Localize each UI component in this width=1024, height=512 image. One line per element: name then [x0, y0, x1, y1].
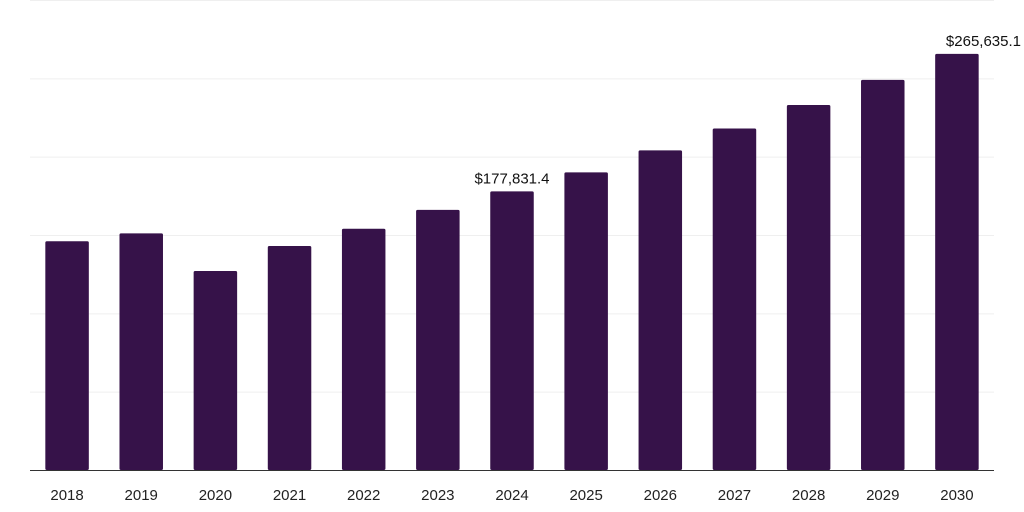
bar-2020 [193, 271, 238, 470]
x-tick-label-2026: 2026 [644, 487, 677, 504]
x-tick-label-2023: 2023 [421, 487, 454, 504]
bar-2026 [638, 150, 683, 470]
x-tick-label-2024: 2024 [495, 487, 528, 504]
bar-2018 [45, 241, 89, 470]
x-tick-label-2030: 2030 [940, 487, 973, 504]
x-tick-label-2025: 2025 [569, 487, 602, 504]
x-tick-label-2027: 2027 [718, 487, 751, 504]
bar-2024 [490, 191, 534, 471]
data-label-2030: $265,635.1 [946, 33, 1021, 50]
data-labels: $177,831.4 $265,635.1 [474, 33, 1021, 188]
bar-2030 [935, 53, 979, 470]
bar-2028 [786, 104, 831, 470]
x-tick-label-2022: 2022 [347, 487, 380, 504]
bar-2021 [267, 245, 312, 470]
x-tick-label-2019: 2019 [125, 487, 158, 504]
bar-2019 [119, 233, 163, 470]
x-tick-label-2028: 2028 [792, 487, 825, 504]
bar-2023 [416, 209, 460, 470]
bar-2027 [712, 128, 757, 470]
bar-2025 [564, 172, 608, 471]
bar-2029 [861, 79, 905, 471]
x-tick-label-2020: 2020 [199, 487, 232, 504]
bars [45, 53, 979, 471]
x-tick-label-2018: 2018 [50, 487, 83, 504]
x-tick-label-2021: 2021 [273, 487, 306, 504]
x-tick-labels: 2018 2019 2020 2021 2022 2023 2024 2025 2026 2027… [50, 487, 973, 504]
x-tick-label-2029: 2029 [866, 487, 899, 504]
bar-2022 [341, 228, 386, 470]
data-label-2024: $177,831.4 [474, 170, 549, 187]
